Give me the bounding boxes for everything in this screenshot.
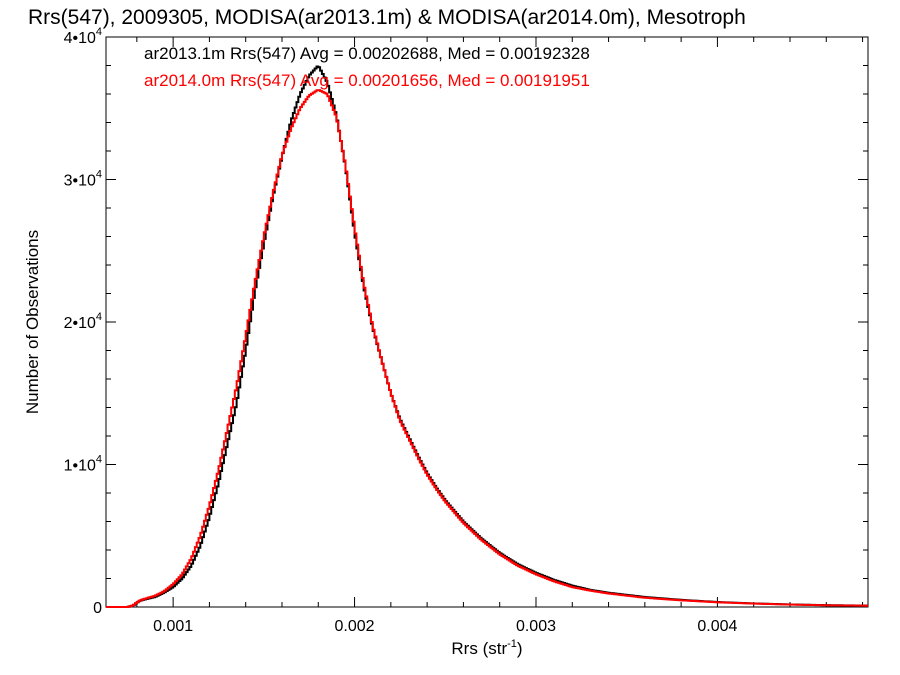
- y-tick-label: 4•104: [64, 26, 102, 47]
- axis-ticks: [106, 36, 868, 608]
- y-tick-label-exponent: 4: [96, 454, 102, 466]
- x-tick-label: 0.003: [516, 618, 556, 635]
- series-line-0: [106, 65, 868, 608]
- y-tick-label: 2•104: [64, 311, 102, 332]
- plot-frame: [105, 36, 869, 608]
- y-tick-label-base: 4•10: [64, 30, 96, 47]
- chart-title: Rrs(547), 2009305, MODISA(ar2013.1m) & M…: [28, 6, 746, 29]
- series-group: [106, 65, 868, 608]
- x-axis-label-text: Rrs (str: [451, 639, 507, 658]
- y-tick-label-base: 3•10: [64, 173, 96, 190]
- y-tick-label-base: 0: [93, 600, 102, 617]
- y-tick-label: 0: [93, 600, 102, 617]
- legend-entry-1: ar2014.0m Rrs(547) Avg = 0.00201656, Med…: [144, 71, 590, 90]
- series-line-1: [106, 89, 868, 608]
- x-axis-label-superscript: -1: [507, 638, 517, 650]
- y-tick-label-exponent: 4: [96, 311, 102, 323]
- x-axis-label: Rrs (str-1): [451, 638, 522, 658]
- legend-entry-0: ar2013.1m Rrs(547) Avg = 0.00202688, Med…: [144, 44, 590, 63]
- y-tick-label-exponent: 4: [96, 26, 102, 38]
- y-tick-label: 1•104: [64, 454, 102, 475]
- y-axis-label: Number of Observations: [23, 230, 42, 414]
- y-tick-label-base: 1•10: [64, 458, 96, 475]
- x-tick-label: 0.002: [335, 618, 375, 635]
- legend: ar2013.1m Rrs(547) Avg = 0.00202688, Med…: [144, 44, 590, 90]
- axis-tick-labels: 0.001 0.002 0.003 0.00401•1042•1043•1044•10…: [64, 26, 738, 635]
- x-tick-label: 0.004: [697, 618, 737, 635]
- y-tick-label-exponent: 4: [96, 169, 102, 181]
- y-tick-label: 3•104: [64, 169, 102, 190]
- x-axis-label-close: ): [517, 639, 523, 658]
- y-tick-label-base: 2•10: [64, 315, 96, 332]
- x-tick-label: 0.001: [153, 618, 193, 635]
